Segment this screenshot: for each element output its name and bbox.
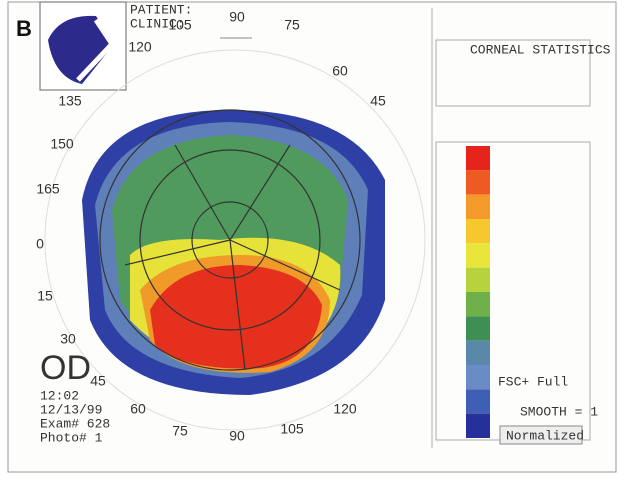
angle-label: 75 — [284, 17, 300, 33]
angle-label: 75 — [172, 423, 188, 439]
patient-label: PATIENT: — [130, 2, 192, 17]
angle-label: 45 — [370, 93, 386, 109]
angle-label: 120 — [128, 39, 152, 55]
scale-mode: FSC+ Full — [498, 374, 568, 389]
exam-number: Exam# 628 — [40, 416, 110, 431]
angle-label: 120 — [333, 401, 357, 417]
scale-swatch — [466, 292, 490, 316]
panel-label: B — [16, 16, 32, 41]
angle-label: 105 — [168, 17, 192, 33]
screen: B PATIENT: CLINIC: CORNEAL STATISTICS FS… — [0, 0, 624, 480]
angle-label: 90 — [229, 9, 245, 25]
normalized-button-label[interactable]: Normalized — [506, 428, 584, 443]
angle-label: 60 — [130, 401, 146, 417]
scale-swatch — [466, 268, 490, 292]
scale-swatch — [466, 195, 490, 219]
angle-label: 165 — [36, 181, 60, 197]
angle-label: 105 — [280, 421, 304, 437]
smooth-setting: SMOOTH = 1 — [520, 404, 598, 419]
exam-time: 12:02 — [40, 388, 79, 403]
scale-swatch — [466, 341, 490, 365]
angle-label: 30 — [60, 331, 76, 347]
angle-label: 45 — [90, 373, 106, 389]
scale-swatch — [466, 316, 490, 340]
color-scale — [466, 146, 490, 438]
photo-number: Photo# 1 — [40, 430, 103, 445]
angle-label: 135 — [58, 93, 82, 109]
angle-label: 60 — [332, 63, 348, 79]
angle-label: 90 — [229, 428, 245, 444]
scale-swatch — [466, 389, 490, 413]
scale-swatch — [466, 414, 490, 438]
scale-swatch — [466, 146, 490, 170]
scale-swatch — [466, 243, 490, 267]
logo — [40, 2, 126, 90]
scale-swatch — [466, 365, 490, 389]
scale-swatch — [466, 170, 490, 194]
angle-label: 15 — [37, 288, 53, 304]
angle-label: 0 — [36, 236, 44, 252]
angle-label: 150 — [50, 136, 74, 152]
eye-label: OD — [40, 349, 91, 387]
exam-date: 12/13/99 — [40, 402, 102, 417]
scale-swatch — [466, 219, 490, 243]
stats-title: CORNEAL STATISTICS — [470, 42, 611, 57]
